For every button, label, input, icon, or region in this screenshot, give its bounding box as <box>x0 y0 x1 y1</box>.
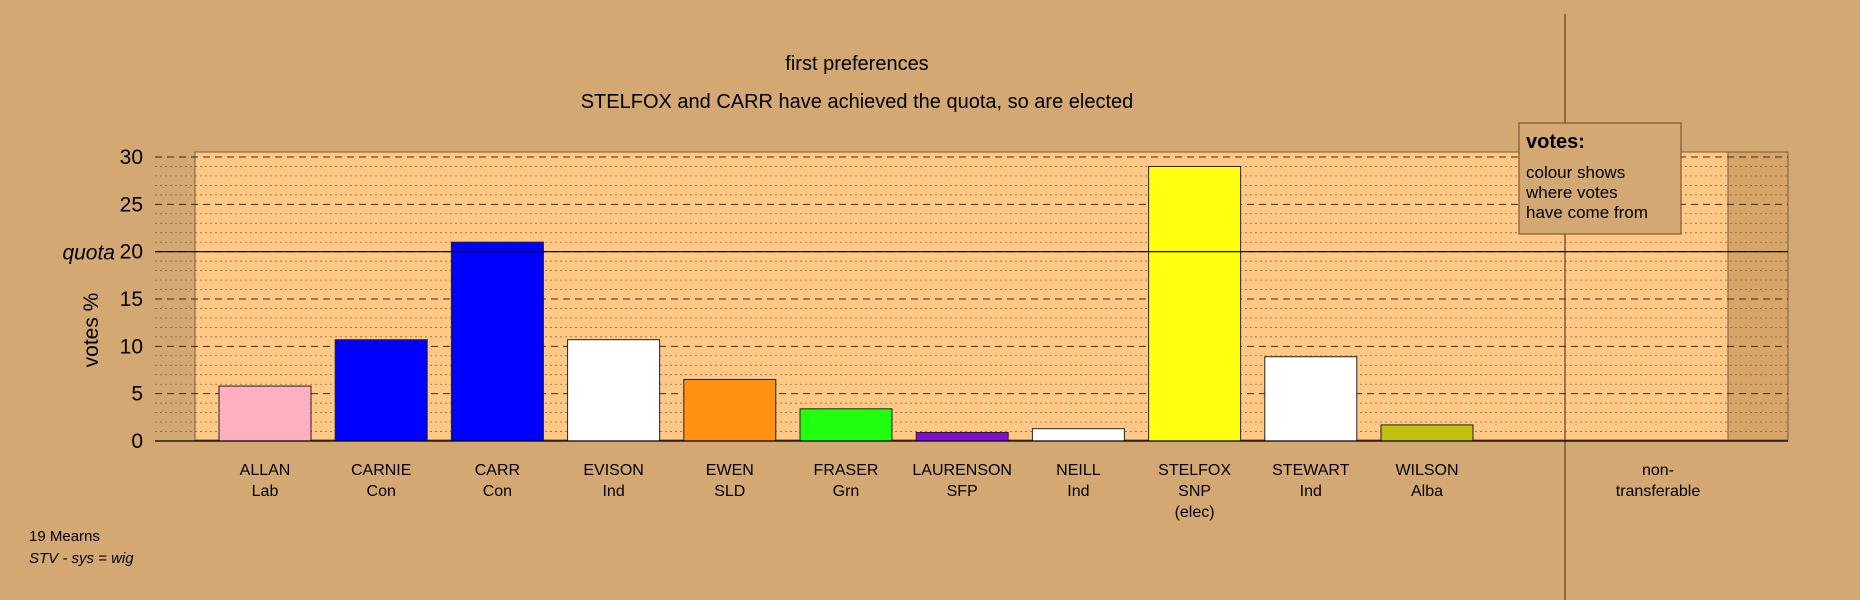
category-name: EWEN <box>706 462 754 479</box>
category-party: SFP <box>947 483 978 500</box>
nontransferable-area <box>1727 151 1789 441</box>
bar-evison <box>567 339 661 442</box>
bar-wilson <box>1380 424 1474 442</box>
bar-stelfox <box>1148 165 1242 442</box>
bar-laurenson <box>915 431 1009 442</box>
category-name: FRASER <box>814 462 879 479</box>
category-name: CARNIE <box>351 462 411 479</box>
y-tick-label: 15 <box>120 288 143 311</box>
y-tick-label: 30 <box>120 146 143 169</box>
legend: votes: colour shows where votes have com… <box>1518 122 1682 235</box>
nontransferable-label-1: non- <box>1642 462 1674 479</box>
bars <box>218 165 1474 442</box>
legend-title: votes: <box>1526 131 1585 153</box>
chart-subtitle: STELFOX and CARR have achieved the quota… <box>581 91 1134 113</box>
footer-ward: 19 Mearns <box>29 528 100 545</box>
category-party: Ind <box>1300 483 1322 500</box>
y-axis: 0 5 10 15 20 25 30 <box>120 146 143 453</box>
chart-title: first preferences <box>785 53 928 75</box>
category-party: SLD <box>714 483 745 500</box>
bar-allan <box>218 385 312 442</box>
category-party: Alba <box>1411 483 1443 500</box>
category-status: (elec) <box>1175 504 1215 521</box>
y-tick-label: 10 <box>120 335 143 358</box>
bar-carr <box>450 241 544 442</box>
category-party: Ind <box>1067 483 1089 500</box>
category-party: Con <box>483 483 512 500</box>
y-tick-label: 5 <box>131 383 143 406</box>
legend-line-3: have come from <box>1526 203 1648 222</box>
category-name: LAURENSON <box>912 462 1012 479</box>
bar-ewen <box>683 378 777 442</box>
y-tick-label: 0 <box>131 430 143 453</box>
y-tick-label: 20 <box>120 241 143 264</box>
category-party: Ind <box>602 483 624 500</box>
category-name: CARR <box>475 462 520 479</box>
category-name: STELFOX <box>1158 462 1231 479</box>
footer-system: STV - sys = wig <box>29 550 134 567</box>
category-party: Lab <box>252 483 279 500</box>
category-name: WILSON <box>1395 462 1458 479</box>
legend-line-2: where votes <box>1525 183 1618 202</box>
category-name: ALLAN <box>240 462 291 479</box>
category-name: NEILL <box>1056 462 1101 479</box>
category-party: Grn <box>833 483 860 500</box>
bar-stewart <box>1264 356 1358 442</box>
category-name: EVISON <box>583 462 643 479</box>
legend-box <box>1518 122 1682 235</box>
bar-carnie <box>334 339 428 442</box>
quota-label: quota <box>62 242 115 265</box>
bar-fraser <box>799 408 893 442</box>
plot-area <box>194 151 1729 441</box>
nontransferable-label-2: transferable <box>1616 483 1701 500</box>
category-party: SNP <box>1178 483 1211 500</box>
legend-line-1: colour shows <box>1526 163 1625 182</box>
bar-neill <box>1031 428 1125 442</box>
y-axis-label: votes % <box>80 293 103 368</box>
category-name: STEWART <box>1272 462 1350 479</box>
category-party: Con <box>367 483 396 500</box>
x-axis-categories: ALLAN Lab CARNIE Con CARR Con EVISON Ind EWEN SLD… <box>240 462 1459 521</box>
y-tick-label: 25 <box>120 193 143 216</box>
